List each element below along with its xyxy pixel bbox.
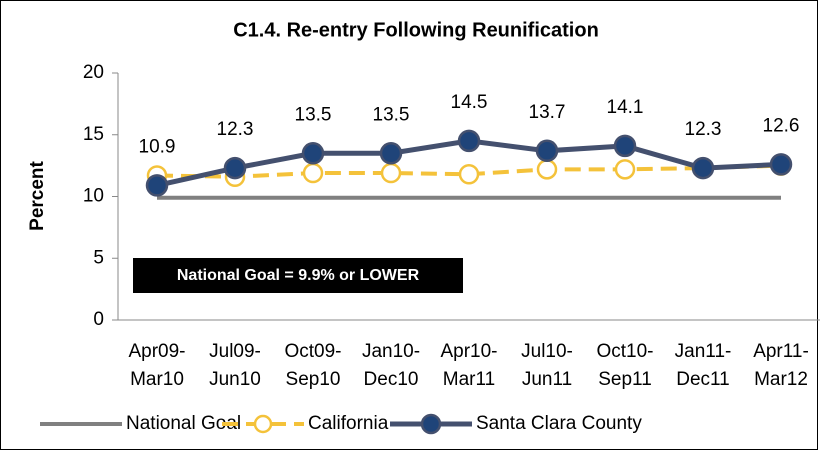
x-tick-label: Jul10-Jun11 bbox=[521, 341, 573, 390]
data-label: 14.1 bbox=[607, 97, 644, 118]
data-label: 14.5 bbox=[451, 92, 488, 113]
chart-title: C1.4. Re-entry Following Reunification bbox=[233, 19, 599, 41]
data-label: 12.6 bbox=[763, 115, 800, 136]
y-tick-label: 15 bbox=[83, 124, 104, 145]
data-label: 13.5 bbox=[295, 104, 332, 125]
marker bbox=[301, 142, 325, 165]
data-label: 12.3 bbox=[217, 119, 254, 140]
marker bbox=[379, 142, 403, 165]
marker bbox=[536, 159, 558, 180]
x-tick-label: Apr10-Mar11 bbox=[440, 341, 497, 390]
data-label: 12.3 bbox=[685, 119, 722, 140]
legend-item: National Goal bbox=[40, 413, 241, 434]
marker bbox=[302, 162, 324, 184]
legend-label: California bbox=[308, 413, 389, 434]
x-tick-label: Jan11-Dec11 bbox=[675, 341, 732, 390]
marker bbox=[614, 159, 636, 180]
annotation: National Goal = 9.9% or LOWER bbox=[177, 267, 420, 284]
x-tick-label: Apr09-Mar10 bbox=[128, 341, 185, 390]
marker bbox=[535, 139, 559, 163]
y-tick-label: 5 bbox=[93, 247, 104, 268]
x-tick-label: Oct09-Sep10 bbox=[284, 341, 341, 390]
y-tick-label: 20 bbox=[83, 62, 104, 83]
legend-label: National Goal bbox=[126, 413, 241, 434]
marker bbox=[457, 129, 481, 153]
legend-marker bbox=[253, 414, 273, 434]
legend-marker bbox=[420, 413, 442, 435]
marker bbox=[458, 164, 480, 185]
marker bbox=[223, 156, 247, 180]
y-tick-label: 0 bbox=[93, 309, 104, 330]
marker bbox=[613, 134, 637, 158]
y-axis-label: Percent bbox=[27, 160, 48, 230]
marker bbox=[691, 156, 715, 180]
legend-item: California bbox=[222, 413, 389, 434]
marker bbox=[769, 153, 793, 176]
x-tick-label: Oct10-Sep11 bbox=[596, 341, 653, 390]
legend-item: Santa Clara County bbox=[390, 413, 642, 435]
data-label: 10.9 bbox=[139, 136, 176, 157]
y-tick-label: 10 bbox=[83, 186, 104, 207]
x-tick-label: Jul09-Jun10 bbox=[209, 341, 261, 390]
legend-label: Santa Clara County bbox=[476, 413, 642, 434]
data-label: 13.7 bbox=[529, 102, 566, 123]
marker bbox=[380, 162, 402, 184]
annotation-box bbox=[133, 258, 463, 293]
data-label: 13.5 bbox=[373, 104, 410, 125]
x-tick-label: Jan10-Dec10 bbox=[362, 341, 420, 390]
x-tick-label: Apr11-Mar12 bbox=[753, 341, 809, 390]
marker bbox=[145, 174, 169, 197]
